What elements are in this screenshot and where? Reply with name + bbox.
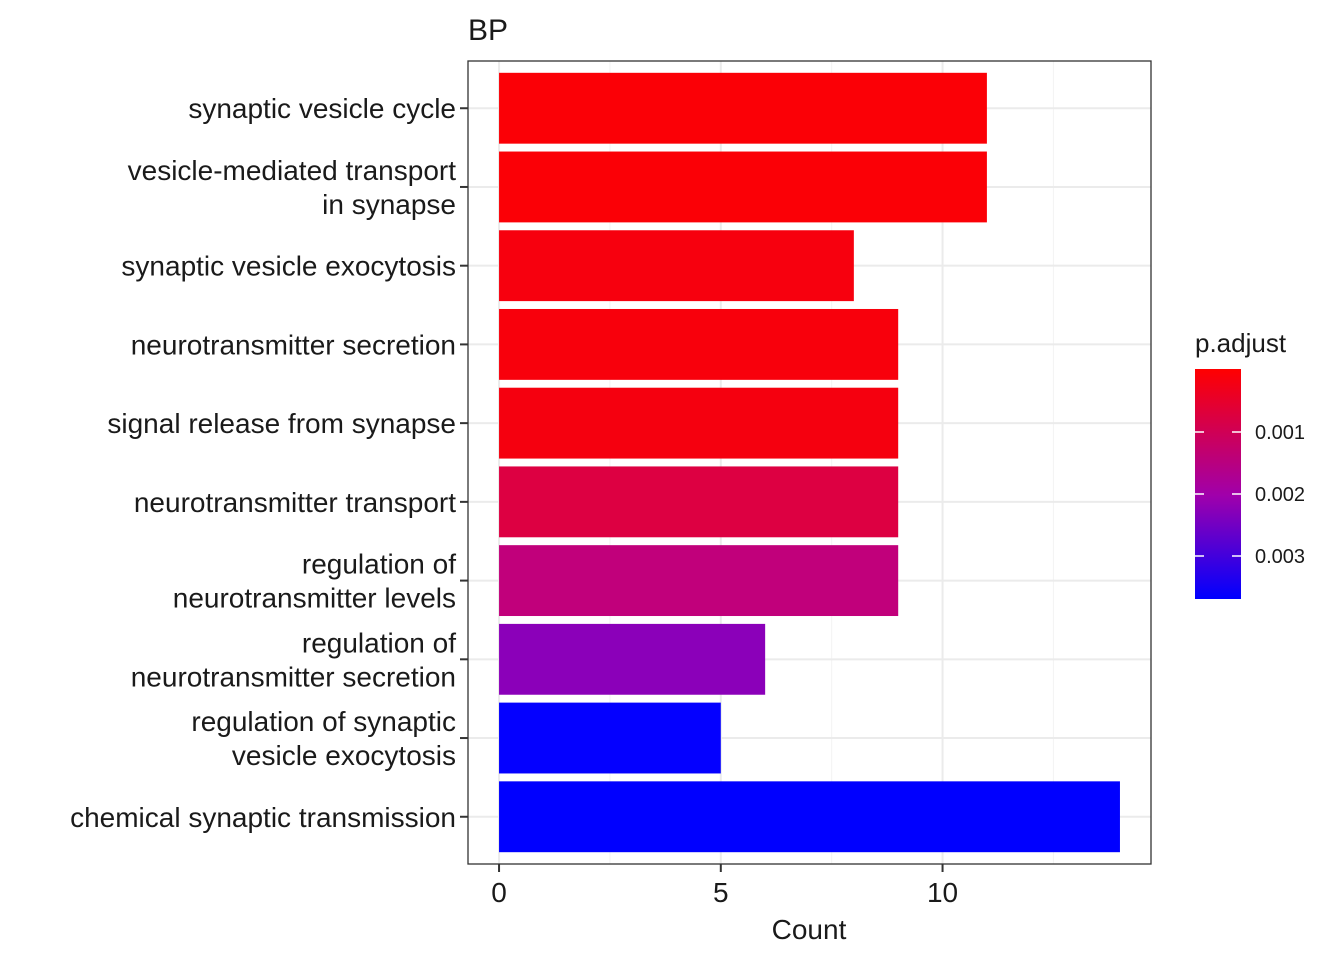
color-legend: p.adjust 0.001 0.002 0.003 bbox=[1195, 328, 1305, 599]
x-tick-label: 0 bbox=[491, 877, 507, 908]
bar bbox=[499, 702, 721, 774]
bars bbox=[499, 72, 1120, 853]
legend-tick-label: 0.003 bbox=[1255, 546, 1305, 568]
legend-title: p.adjust bbox=[1195, 328, 1287, 358]
chart-title: BP bbox=[468, 14, 508, 47]
bar bbox=[499, 466, 899, 538]
y-tick-label: synaptic vesicle exocytosis bbox=[121, 251, 456, 282]
x-axis: 0 5 10 bbox=[491, 864, 958, 908]
x-tick-label: 10 bbox=[927, 877, 958, 908]
y-tick-label: signal release from synapse bbox=[107, 408, 456, 439]
bar bbox=[499, 72, 987, 144]
y-tick-label: neurotransmitter transport bbox=[134, 487, 456, 518]
x-tick-label: 5 bbox=[713, 877, 729, 908]
y-axis: synaptic vesicle cycle vesicle-mediated t… bbox=[70, 93, 468, 833]
y-tick-label: vesicle-mediated transport in synapse bbox=[128, 155, 457, 220]
bar bbox=[499, 781, 1120, 853]
legend-colorbar bbox=[1195, 369, 1241, 599]
bar bbox=[499, 308, 899, 380]
bar bbox=[499, 545, 899, 617]
x-axis-label: Count bbox=[772, 914, 847, 945]
plot-panel-border bbox=[467, 60, 1152, 865]
y-tick-label: chemical synaptic transmission bbox=[70, 802, 456, 833]
bar bbox=[499, 623, 766, 695]
y-tick-label: regulation of neurotransmitter levels bbox=[173, 549, 456, 614]
y-tick-label: synaptic vesicle cycle bbox=[188, 93, 456, 124]
y-tick-label: neurotransmitter secretion bbox=[131, 329, 456, 360]
y-tick-label: regulation of synaptic vesicle exocytosis bbox=[191, 706, 456, 771]
bar bbox=[499, 230, 854, 302]
legend-tick-label: 0.002 bbox=[1255, 484, 1305, 506]
bar bbox=[499, 151, 987, 223]
bar bbox=[499, 387, 899, 459]
y-tick-label: regulation of neurotransmitter secretion bbox=[131, 627, 456, 692]
legend-tick-label: 0.001 bbox=[1255, 422, 1305, 444]
